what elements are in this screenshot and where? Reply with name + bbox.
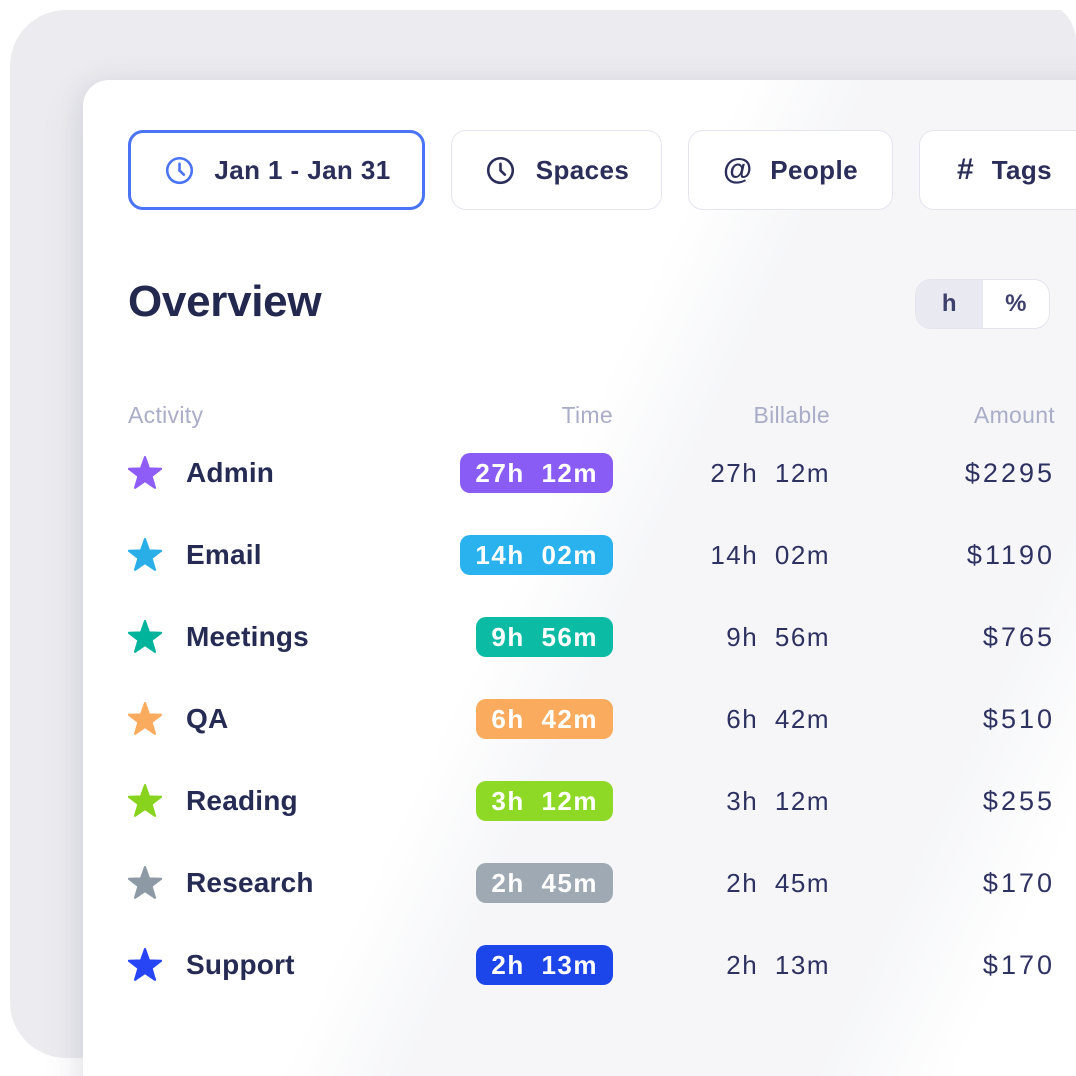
time-badge: 27h 12m [460,453,613,493]
amount-value: $255 [982,785,1055,816]
time-badge: 2h 13m [476,945,613,985]
clock-icon [484,153,518,187]
page-title: Overview [128,277,322,326]
time-badge: 2h 45m [476,863,613,903]
star-icon [128,784,162,818]
time-cell: 6h 42m [383,699,613,739]
activity-cell: Email [128,538,383,572]
activity-cell: Support [128,948,383,982]
star-icon [128,702,162,736]
activity-name: Email [186,539,262,570]
time-badge: 14h 02m [460,535,613,575]
time-cell: 27h 12m [383,453,613,493]
activity-name: Reading [186,785,298,816]
billable-value: 27h 12m [710,457,830,488]
amount-value: $765 [982,621,1055,652]
table-row[interactable]: QA 6h 42m 6h 42m $510 [128,678,1055,760]
activity-name: QA [186,703,229,734]
time-cell: 2h 13m [383,945,613,985]
billable-value: 14h 02m [710,539,830,570]
clock-icon [162,153,196,187]
activity-name: Support [186,949,295,980]
people-filter-button[interactable]: @ People [688,130,893,210]
activity-cell: Reading [128,784,383,818]
activity-name: Meetings [186,621,309,652]
time-badge: 3h 12m [476,781,613,821]
amount-value: $2295 [964,457,1055,488]
spaces-filter-button[interactable]: Spaces [451,130,662,210]
time-cell: 2h 45m [383,863,613,903]
amount-value: $510 [982,703,1055,734]
activity-cell: Meetings [128,620,383,654]
toggle-percent-option[interactable]: % [1005,290,1027,317]
billable-value: 2h 13m [726,949,830,980]
date-range-label: Jan 1 - Jan 31 [214,154,391,185]
billable-value: 2h 45m [726,867,830,898]
amount-value: $170 [982,949,1055,980]
table-row[interactable]: Email 14h 02m 14h 02m $1190 [128,514,1055,596]
billable-value: 3h 12m [726,785,830,816]
tags-filter-button[interactable]: # Tags [919,130,1076,210]
table-row[interactable]: Admin 27h 12m 27h 12m $2295 [128,432,1055,514]
star-icon [128,866,162,900]
report-card: Jan 1 - Jan 31 Spaces @ People [83,80,1076,1076]
table-row[interactable]: Support 2h 13m 2h 13m $170 [128,924,1055,1006]
star-icon [128,948,162,982]
time-cell: 14h 02m [383,535,613,575]
at-icon: @ [723,153,753,186]
table-row[interactable]: Meetings 9h 56m 9h 56m $765 [128,596,1055,678]
column-header-amount: Amount [973,401,1055,428]
column-header-time: Time [561,401,613,428]
time-cell: 9h 56m [383,617,613,657]
activity-cell: Research [128,866,383,900]
time-badge: 6h 42m [476,699,613,739]
overview-table: Activity Time Billable Amount Admin 27h 1… [128,398,1055,1006]
tags-label: Tags [991,154,1053,185]
unit-toggle: h % [915,279,1050,329]
table-row[interactable]: Research 2h 45m 2h 45m $170 [128,842,1055,924]
star-icon [128,620,162,654]
activity-cell: QA [128,702,383,736]
time-badge: 9h 56m [476,617,613,657]
filter-bar: Jan 1 - Jan 31 Spaces @ People [128,130,1076,210]
billable-value: 9h 56m [726,621,830,652]
amount-value: $1190 [966,539,1055,570]
table-row[interactable]: Reading 3h 12m 3h 12m $255 [128,760,1055,842]
activity-cell: Admin [128,456,383,490]
billable-value: 6h 42m [726,703,830,734]
time-cell: 3h 12m [383,781,613,821]
column-header-billable: Billable [753,401,830,428]
activity-name: Research [186,867,314,898]
table-body: Admin 27h 12m 27h 12m $2295 Email 14h 02m 14h … [128,432,1055,1006]
table-header: Activity Time Billable Amount [128,398,1055,432]
date-range-filter-button[interactable]: Jan 1 - Jan 31 [128,130,425,210]
star-icon [128,456,162,490]
activity-name: Admin [186,457,275,488]
amount-value: $170 [982,867,1055,898]
toggle-hours-option[interactable]: h [916,280,983,328]
hash-icon: # [957,153,974,186]
people-label: People [770,154,858,185]
star-icon [128,538,162,572]
spaces-label: Spaces [535,154,630,185]
column-header-activity: Activity [128,401,204,428]
